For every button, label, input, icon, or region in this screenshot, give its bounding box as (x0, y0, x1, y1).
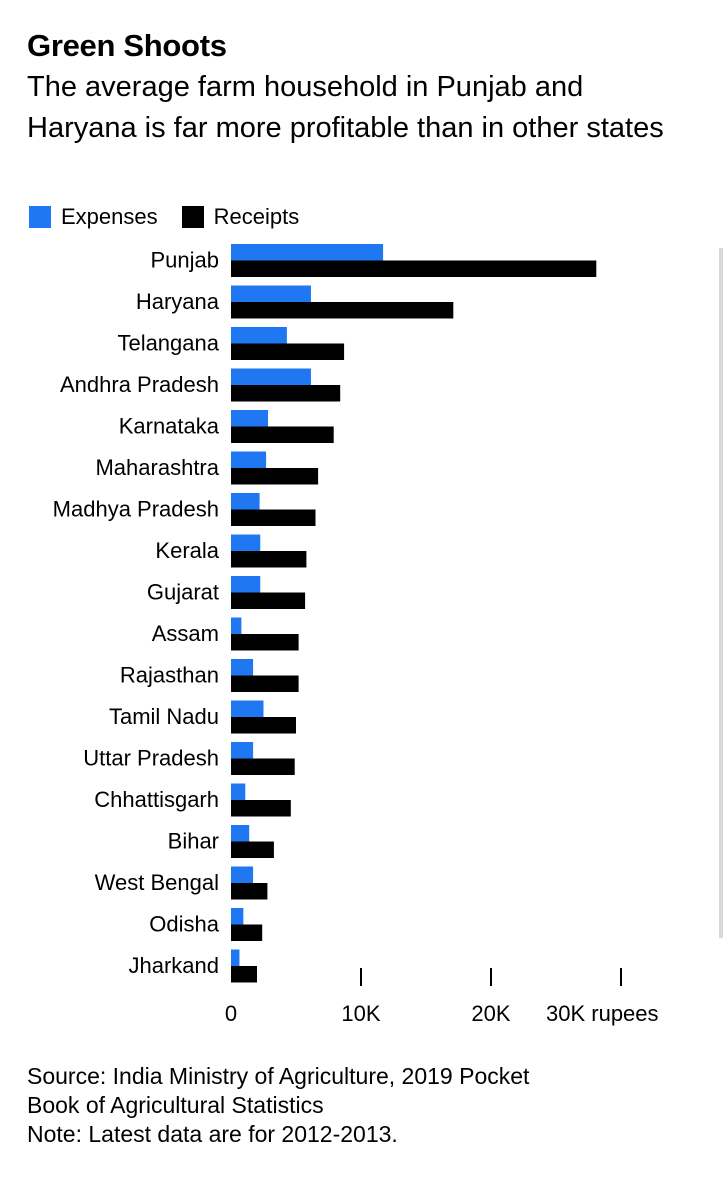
legend-label-receipts: Receipts (213, 204, 300, 229)
receipts-bar-jharkand (231, 966, 257, 983)
expenses-bar-odisha (231, 908, 244, 925)
receipts-bar-madhya-pradesh (231, 509, 316, 526)
category-label-telangana: Telangana (117, 331, 219, 356)
expenses-bar-punjab (231, 244, 384, 261)
receipts-bar-telangana (231, 343, 345, 360)
expenses-bar-rajasthan (231, 659, 254, 676)
category-label-andhra-pradesh: Andhra Pradesh (60, 372, 219, 397)
receipts-bar-maharashtra (231, 468, 319, 485)
category-label-west-bengal: West Bengal (95, 870, 219, 895)
receipts-bar-punjab (231, 260, 597, 277)
expenses-bar-madhya-pradesh (231, 493, 260, 510)
source-text: Source: India Ministry of Agriculture, 2… (27, 1063, 530, 1089)
source-text-continued: Book of Agricultural Statistics (27, 1092, 324, 1118)
expenses-bar-gujarat (231, 576, 261, 593)
category-label-maharashtra: Maharashtra (95, 455, 219, 480)
expenses-bar-uttar-pradesh (231, 742, 254, 759)
category-label-assam: Assam (152, 621, 219, 646)
legend-swatch-expenses (29, 206, 51, 228)
receipts-bar-odisha (231, 924, 263, 941)
receipts-bar-gujarat (231, 592, 306, 609)
chart-footer: Source: India Ministry of Agriculture, 2… (27, 1062, 707, 1149)
receipts-bar-bihar (231, 841, 274, 858)
receipts-bar-karnataka (231, 426, 334, 443)
expenses-bar-haryana (231, 285, 311, 302)
expenses-bar-kerala (231, 534, 261, 551)
category-label-bihar: Bihar (168, 829, 219, 854)
x-tick-label-3: 30K rupees (546, 1001, 659, 1026)
x-tick-label-1: 10K (341, 1001, 380, 1026)
category-label-jharkand: Jharkand (128, 953, 219, 978)
receipts-bar-rajasthan (231, 675, 299, 692)
expenses-bar-maharashtra (231, 451, 267, 468)
receipts-bar-assam (231, 634, 299, 651)
category-label-punjab: Punjab (150, 248, 219, 273)
expenses-bar-tamil-nadu (231, 700, 264, 717)
expenses-bar-chhattisgarh (231, 783, 246, 800)
category-label-rajasthan: Rajasthan (120, 663, 219, 688)
category-label-uttar-pradesh: Uttar Pradesh (83, 746, 219, 771)
category-label-odisha: Odisha (149, 912, 219, 937)
receipts-bar-tamil-nadu (231, 717, 296, 734)
expenses-bar-bihar (231, 825, 250, 842)
expenses-bar-west-bengal (231, 866, 254, 883)
expenses-bar-jharkand (231, 949, 240, 966)
chart-title: Green Shoots (27, 28, 227, 63)
category-label-tamil-nadu: Tamil Nadu (109, 704, 219, 729)
receipts-bar-west-bengal (231, 883, 268, 900)
receipts-bar-andhra-pradesh (231, 385, 341, 402)
category-label-madhya-pradesh: Madhya Pradesh (53, 497, 219, 522)
x-tick-label-2: 20K (471, 1001, 510, 1026)
expenses-bar-assam (231, 617, 242, 634)
bar-chart: Punjab Haryana Telangana Andhra Pradesh Karn… (53, 244, 659, 1026)
category-label-kerala: Kerala (155, 538, 219, 563)
receipts-bar-uttar-pradesh (231, 758, 295, 775)
expenses-bar-telangana (231, 327, 287, 344)
category-label-chhattisgarh: Chhattisgarh (94, 787, 219, 812)
legend: Expenses Receipts (29, 203, 323, 231)
category-label-gujarat: Gujarat (147, 580, 219, 605)
legend-item-receipts: Receipts (181, 204, 300, 230)
legend-item-expenses: Expenses (29, 204, 158, 230)
receipts-bar-kerala (231, 551, 307, 568)
category-label-haryana: Haryana (136, 289, 220, 314)
expenses-bar-andhra-pradesh (231, 368, 311, 385)
legend-label-expenses: Expenses (61, 204, 158, 229)
expenses-bar-karnataka (231, 410, 269, 427)
category-label-karnataka: Karnataka (119, 414, 220, 439)
chart-subtitle: The average farm household in Punjab and… (27, 71, 664, 144)
x-tick-label-0: 0 (225, 1001, 237, 1026)
note-text: Note: Latest data are for 2012-2013. (27, 1121, 398, 1147)
legend-swatch-receipts (181, 206, 204, 228)
receipts-bar-haryana (231, 302, 454, 319)
edge-scrollbar (719, 248, 723, 938)
receipts-bar-chhattisgarh (231, 800, 291, 817)
